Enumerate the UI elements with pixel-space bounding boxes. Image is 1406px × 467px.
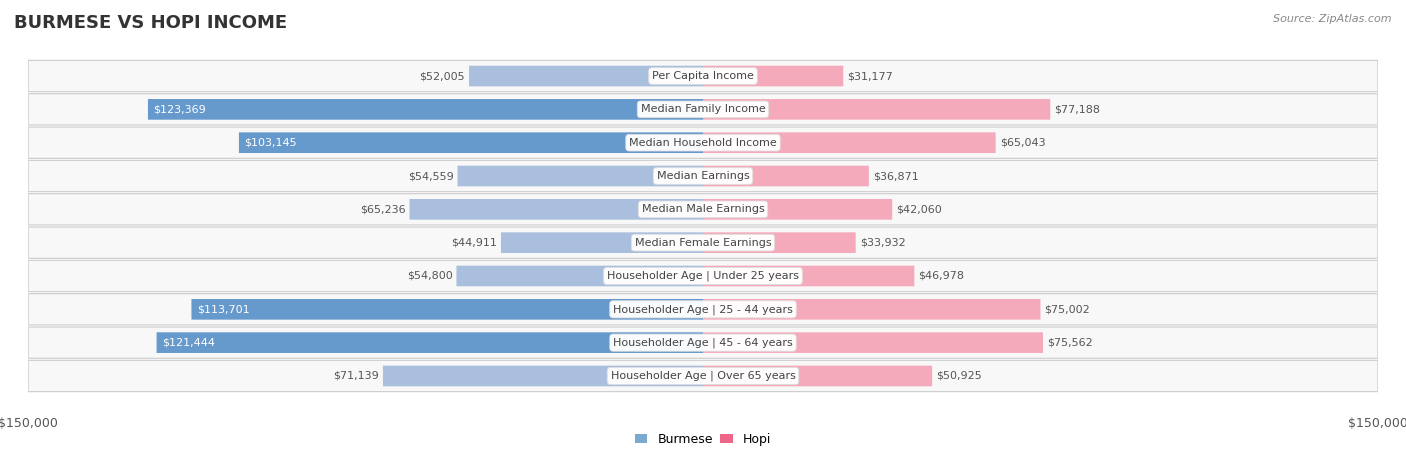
Text: $54,800: $54,800 bbox=[406, 271, 453, 281]
FancyBboxPatch shape bbox=[703, 132, 995, 153]
FancyBboxPatch shape bbox=[457, 266, 703, 286]
Text: $123,369: $123,369 bbox=[153, 104, 207, 114]
Text: $46,978: $46,978 bbox=[918, 271, 965, 281]
Text: $75,562: $75,562 bbox=[1047, 338, 1092, 347]
FancyBboxPatch shape bbox=[703, 99, 1050, 120]
FancyBboxPatch shape bbox=[28, 127, 1378, 158]
Text: $44,911: $44,911 bbox=[451, 238, 496, 248]
Legend: Burmese, Hopi: Burmese, Hopi bbox=[630, 428, 776, 451]
Text: $77,188: $77,188 bbox=[1054, 104, 1101, 114]
Text: $36,871: $36,871 bbox=[873, 171, 918, 181]
Text: Householder Age | 25 - 44 years: Householder Age | 25 - 44 years bbox=[613, 304, 793, 315]
FancyBboxPatch shape bbox=[457, 166, 703, 186]
Text: BURMESE VS HOPI INCOME: BURMESE VS HOPI INCOME bbox=[14, 14, 287, 32]
Text: Per Capita Income: Per Capita Income bbox=[652, 71, 754, 81]
FancyBboxPatch shape bbox=[382, 366, 703, 386]
Text: Median Family Income: Median Family Income bbox=[641, 104, 765, 114]
FancyBboxPatch shape bbox=[703, 299, 1040, 319]
Text: $54,559: $54,559 bbox=[408, 171, 454, 181]
FancyBboxPatch shape bbox=[28, 160, 1378, 191]
FancyBboxPatch shape bbox=[28, 327, 1378, 358]
Text: $75,002: $75,002 bbox=[1045, 304, 1090, 314]
Text: $65,236: $65,236 bbox=[360, 205, 405, 214]
Text: Source: ZipAtlas.com: Source: ZipAtlas.com bbox=[1274, 14, 1392, 24]
FancyBboxPatch shape bbox=[703, 233, 856, 253]
FancyBboxPatch shape bbox=[28, 361, 1378, 392]
FancyBboxPatch shape bbox=[28, 227, 1378, 258]
FancyBboxPatch shape bbox=[409, 199, 703, 219]
Text: $52,005: $52,005 bbox=[419, 71, 465, 81]
FancyBboxPatch shape bbox=[239, 132, 703, 153]
FancyBboxPatch shape bbox=[703, 366, 932, 386]
Text: Median Female Earnings: Median Female Earnings bbox=[634, 238, 772, 248]
FancyBboxPatch shape bbox=[470, 66, 703, 86]
FancyBboxPatch shape bbox=[28, 260, 1378, 292]
FancyBboxPatch shape bbox=[703, 66, 844, 86]
Text: $33,932: $33,932 bbox=[859, 238, 905, 248]
Text: $31,177: $31,177 bbox=[848, 71, 893, 81]
Text: $42,060: $42,060 bbox=[896, 205, 942, 214]
Text: Householder Age | Over 65 years: Householder Age | Over 65 years bbox=[610, 371, 796, 381]
FancyBboxPatch shape bbox=[501, 233, 703, 253]
FancyBboxPatch shape bbox=[156, 333, 703, 353]
Text: Median Household Income: Median Household Income bbox=[628, 138, 778, 148]
Text: $65,043: $65,043 bbox=[1000, 138, 1045, 148]
FancyBboxPatch shape bbox=[191, 299, 703, 319]
Text: Householder Age | 45 - 64 years: Householder Age | 45 - 64 years bbox=[613, 337, 793, 348]
Text: $113,701: $113,701 bbox=[197, 304, 249, 314]
FancyBboxPatch shape bbox=[703, 266, 914, 286]
FancyBboxPatch shape bbox=[28, 194, 1378, 225]
Text: $71,139: $71,139 bbox=[333, 371, 378, 381]
Text: $121,444: $121,444 bbox=[162, 338, 215, 347]
Text: $103,145: $103,145 bbox=[245, 138, 297, 148]
FancyBboxPatch shape bbox=[703, 199, 893, 219]
Text: Householder Age | Under 25 years: Householder Age | Under 25 years bbox=[607, 271, 799, 281]
FancyBboxPatch shape bbox=[28, 94, 1378, 125]
FancyBboxPatch shape bbox=[703, 166, 869, 186]
FancyBboxPatch shape bbox=[28, 60, 1378, 92]
FancyBboxPatch shape bbox=[28, 294, 1378, 325]
Text: Median Earnings: Median Earnings bbox=[657, 171, 749, 181]
Text: $50,925: $50,925 bbox=[936, 371, 981, 381]
Text: Median Male Earnings: Median Male Earnings bbox=[641, 205, 765, 214]
FancyBboxPatch shape bbox=[148, 99, 703, 120]
FancyBboxPatch shape bbox=[703, 333, 1043, 353]
